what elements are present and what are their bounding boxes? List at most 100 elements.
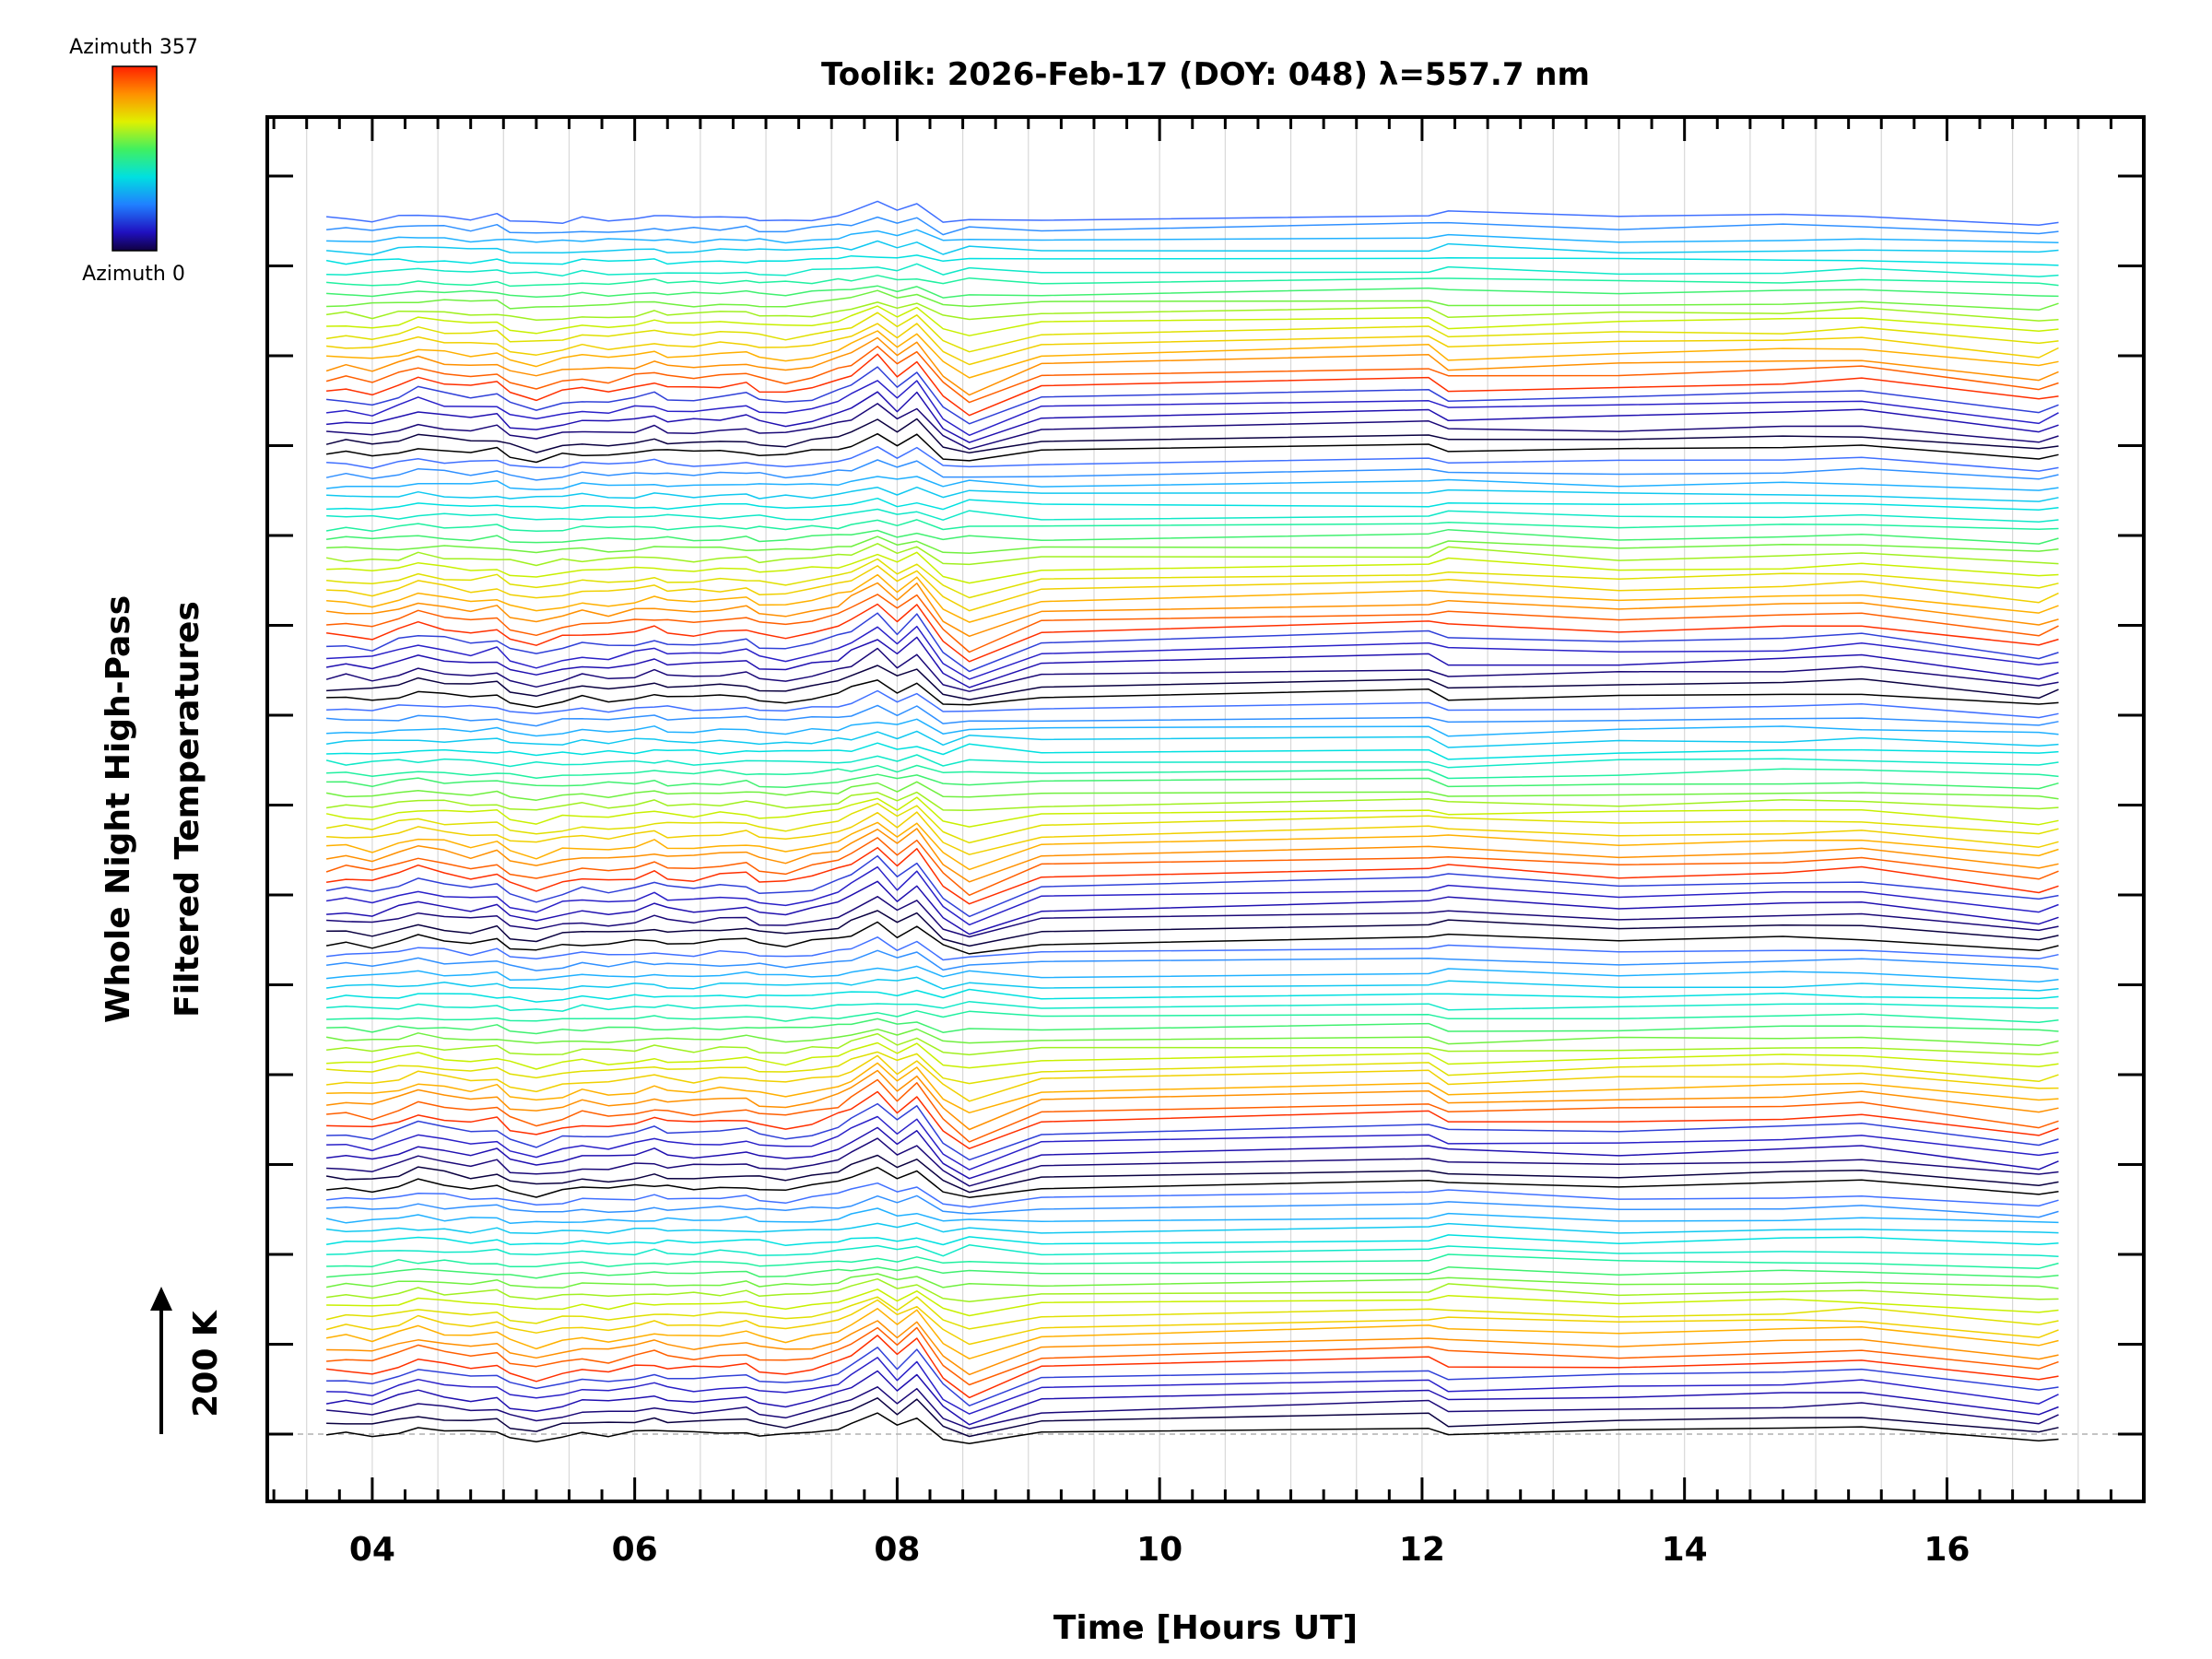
- trace-line: [325, 312, 2059, 353]
- trace-line: [325, 459, 2059, 481]
- trace-line: [326, 880, 2059, 935]
- tick-marks: [267, 117, 2146, 1501]
- trace-line: [326, 229, 2059, 244]
- trace-line: [326, 366, 2059, 425]
- trace-line: [325, 636, 2059, 688]
- trace-line: [326, 476, 2059, 491]
- trace-line: [325, 796, 2059, 828]
- x-tick-label: 10: [1136, 1531, 1182, 1569]
- trace-line: [326, 1397, 2059, 1438]
- trace-line: [326, 821, 2059, 871]
- trace-line: [326, 445, 2059, 472]
- y-axis-label-line2: Filtered Temperatures: [169, 601, 206, 1018]
- plot-frame: [265, 115, 2146, 1503]
- trace-line: [325, 803, 2059, 844]
- trace-line: [325, 921, 2059, 955]
- trace-line: [325, 837, 2059, 897]
- trace-line: [325, 781, 2059, 801]
- x-tick-labels: 04 06 08 10 12 14 16: [349, 1531, 1971, 1569]
- trace-line: [325, 346, 2059, 404]
- trace-line: [326, 1320, 2059, 1376]
- trace-line: [326, 1010, 2059, 1023]
- trace-line: [326, 764, 2059, 780]
- trace-line: [326, 1115, 2059, 1171]
- trace-line: [326, 1277, 2059, 1303]
- trace-line: [326, 1000, 2059, 1012]
- trace-line: [326, 508, 2059, 524]
- x-tick-label: 04: [349, 1531, 395, 1569]
- trace-line: [326, 285, 2059, 299]
- trace-line: [326, 1032, 2059, 1056]
- trace-line: [325, 1296, 2059, 1330]
- trace-line: [326, 1018, 2059, 1035]
- chart-title: Toolik: 2026-Feb-17 (DOY: 048) λ=557.7 n…: [821, 56, 1590, 93]
- trace-line: [326, 240, 2059, 256]
- trace-line: [326, 1090, 2059, 1149]
- y-axis-label-line1: Whole Night High-Pass: [100, 595, 137, 1023]
- trace-line: [326, 200, 2059, 227]
- trace-line: [325, 854, 2059, 918]
- trace-line: [325, 754, 2059, 769]
- trace-line: [326, 1166, 2059, 1198]
- scale-label: 200 K: [187, 1310, 225, 1418]
- trace-line: [326, 403, 2059, 451]
- x-tick-label: 14: [1662, 1531, 1708, 1569]
- x-tick-label: 06: [612, 1531, 658, 1569]
- traces: [325, 200, 2059, 1445]
- trace-line: [326, 1078, 2059, 1143]
- trace-line: [325, 988, 2059, 1003]
- trace-line: [326, 565, 2059, 612]
- trace-line: [325, 1154, 2059, 1194]
- trace-line: [325, 1299, 2059, 1346]
- trace-line: [325, 254, 2059, 266]
- x-tick-label: 08: [874, 1531, 920, 1569]
- colorbar-bottom-label: Azimuth 0: [82, 263, 185, 286]
- trace-line: [326, 1182, 2059, 1208]
- x-axis-label: Time [Hours UT]: [1053, 1609, 1358, 1647]
- trace-line: [325, 543, 2059, 567]
- trace-line: [326, 665, 2059, 700]
- trace-line: [326, 896, 2059, 938]
- trace-line: [326, 275, 2059, 288]
- trace-line: [326, 323, 2059, 366]
- trace-line: [325, 1273, 2059, 1289]
- trace-line: [326, 1194, 2059, 1218]
- trace-line: [325, 1028, 2059, 1047]
- trace-line: [325, 865, 2059, 926]
- x-tick-label: 12: [1399, 1531, 1445, 1569]
- trace-line: [325, 1412, 2059, 1445]
- trace-line: [326, 1253, 2059, 1269]
- trace-line: [326, 773, 2059, 790]
- trace-line: [326, 910, 2059, 947]
- trace-line: [325, 301, 2059, 322]
- trace-line: [326, 1357, 2059, 1415]
- trace-line: [326, 1347, 2059, 1406]
- trace-line: [326, 1222, 2059, 1234]
- trace-line: [326, 1326, 2059, 1386]
- trace-line: [326, 391, 2059, 443]
- trace-line: [326, 558, 2059, 599]
- trace-line: [326, 612, 2059, 673]
- scale-arrow-head: [150, 1287, 172, 1311]
- trace-line: [326, 216, 2059, 236]
- trace-line: [326, 1386, 2059, 1430]
- trace-line: [326, 497, 2059, 512]
- trace-line: [326, 1137, 2059, 1187]
- trace-line: [326, 1126, 2059, 1180]
- trace-line: [326, 689, 2059, 719]
- trace-line: [326, 1062, 2059, 1114]
- trace-line: [325, 519, 2059, 533]
- trace-line: [326, 380, 2059, 437]
- trace-line: [326, 573, 2059, 623]
- x-tick-label: 16: [1924, 1531, 1970, 1569]
- trace-line: [326, 486, 2059, 502]
- trace-line: [326, 1041, 2059, 1070]
- trace-line: [325, 1308, 2059, 1359]
- trace-line: [326, 603, 2059, 663]
- trace-line: [326, 582, 2059, 638]
- trace-line: [326, 535, 2059, 555]
- trace-line: [326, 1335, 2059, 1399]
- trace-line: [325, 1370, 2059, 1426]
- trace-line: [326, 1102, 2059, 1161]
- trace-line: [326, 704, 2059, 727]
